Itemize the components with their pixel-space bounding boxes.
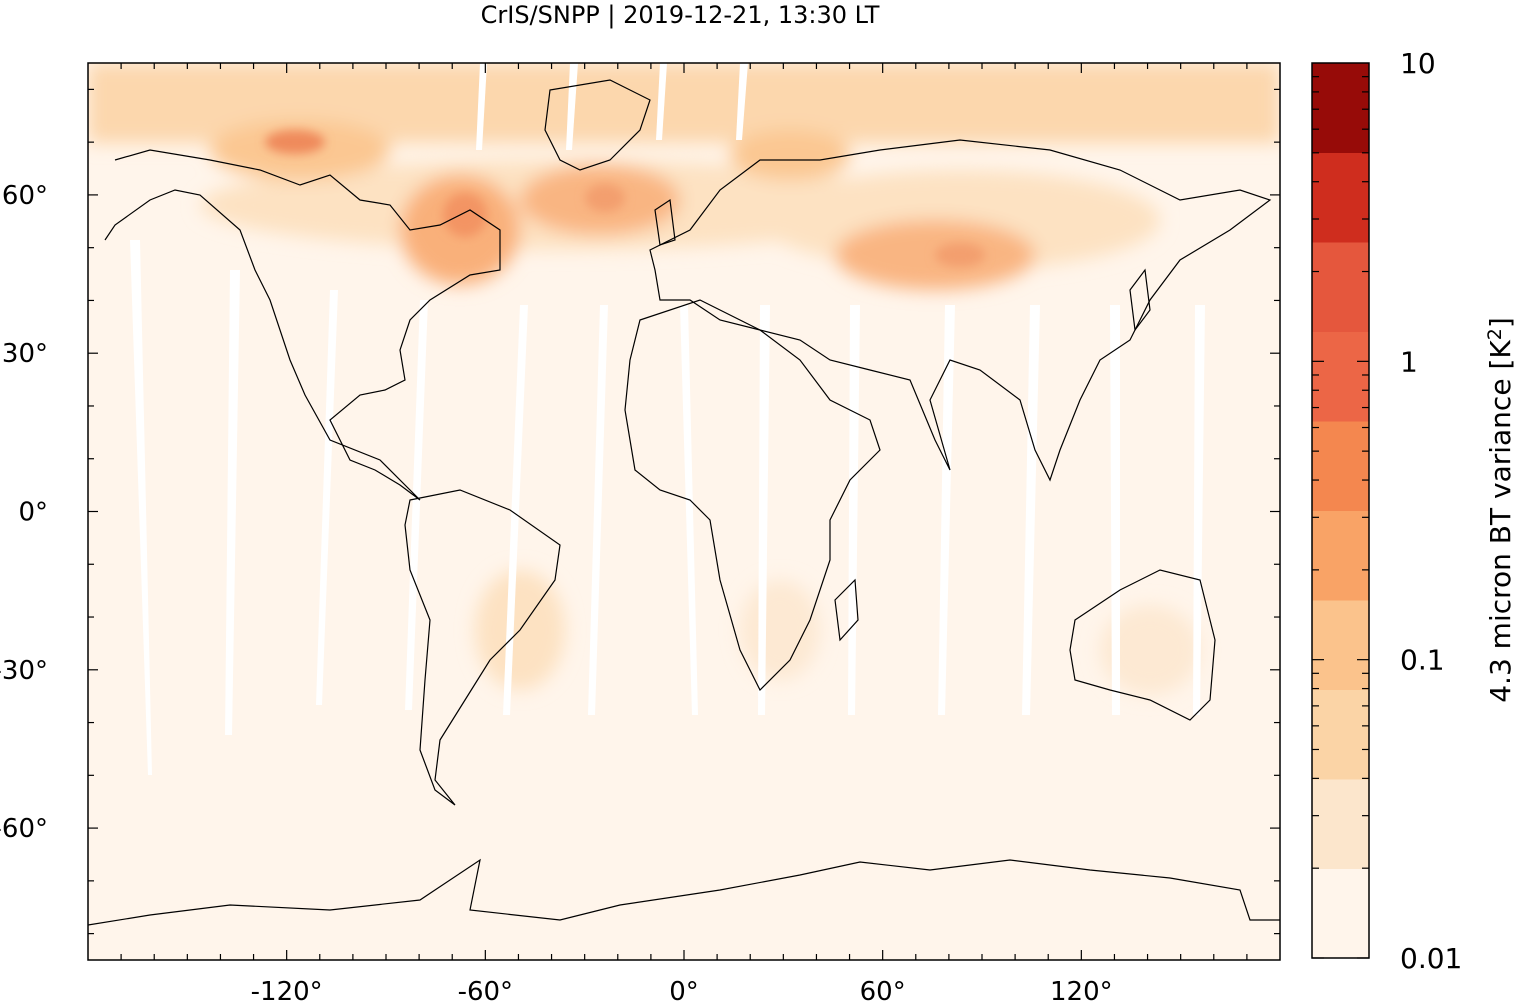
colorbar [1311, 62, 1370, 959]
australia-patch [1100, 605, 1200, 695]
x-tick-label: 120° [1050, 977, 1113, 1002]
coastlines [88, 79, 1280, 926]
x-tick-label: 0° [669, 977, 699, 1002]
colorbar-band [1312, 600, 1369, 690]
colorbar-band [1312, 242, 1369, 332]
y-tick-label: 0° [18, 498, 48, 528]
y-tick-label: -30° [0, 656, 48, 686]
coast-north-america [104, 149, 501, 501]
variance-hotspots [265, 130, 985, 267]
colorbar-label: 4.3 micron BT variance [K2] [1484, 317, 1517, 703]
y-tick-label: -60° [0, 814, 48, 844]
x-tick-label: -120° [251, 977, 323, 1002]
hotspot-siberia [935, 243, 985, 267]
colorbar-band [1312, 510, 1369, 601]
colorbar-band [1312, 331, 1369, 422]
y-tick-label: 30° [2, 339, 48, 369]
coast-europe-asia [649, 139, 1272, 482]
coast-australia [1069, 569, 1216, 721]
y-tick-label: 60° [2, 181, 48, 211]
map-title: CrIS/SNPP | 2019-12-21, 13:30 LT [480, 1, 880, 29]
colorbar-tick-label: 1 [1400, 345, 1418, 378]
colorbar-band [1312, 63, 1369, 153]
colorbar-band [1312, 421, 1369, 511]
colorbar-tick-label: 0.1 [1400, 644, 1445, 677]
map-ticks: -120° -60° 0° 60° 120° 60° 30° 0° -30° -60° [0, 63, 1280, 1002]
hotspot-canada [265, 130, 325, 154]
map-area [88, 63, 1280, 960]
swath-gaps [130, 63, 1205, 775]
coast-madagascar [834, 578, 859, 642]
colorbar-frame [1311, 62, 1370, 959]
coast-greenland [544, 79, 651, 171]
colorbar-band [1312, 152, 1369, 243]
colorbar-band [1312, 689, 1369, 780]
africa-patch [740, 580, 820, 680]
colorbar-tick-label: 0.01 [1400, 942, 1462, 975]
x-tick-label: 60° [860, 977, 906, 1002]
colorbar-band [1312, 868, 1369, 959]
colorbar-ticks: 10 1 0.1 0.01 [1312, 47, 1462, 975]
colorbar-band [1312, 779, 1369, 869]
coast-japan [1129, 268, 1151, 332]
coast-south-america [404, 489, 561, 806]
x-tick-label: -60° [458, 977, 513, 1002]
coast-antarctica [88, 858, 1280, 926]
hotspot-quebec [443, 193, 487, 237]
colorbar-tick-label: 10 [1400, 47, 1436, 80]
coast-uk [654, 198, 676, 246]
hotspot-atlantic [585, 184, 625, 212]
coast-africa [624, 299, 881, 692]
scandinavia-patch [730, 130, 850, 180]
